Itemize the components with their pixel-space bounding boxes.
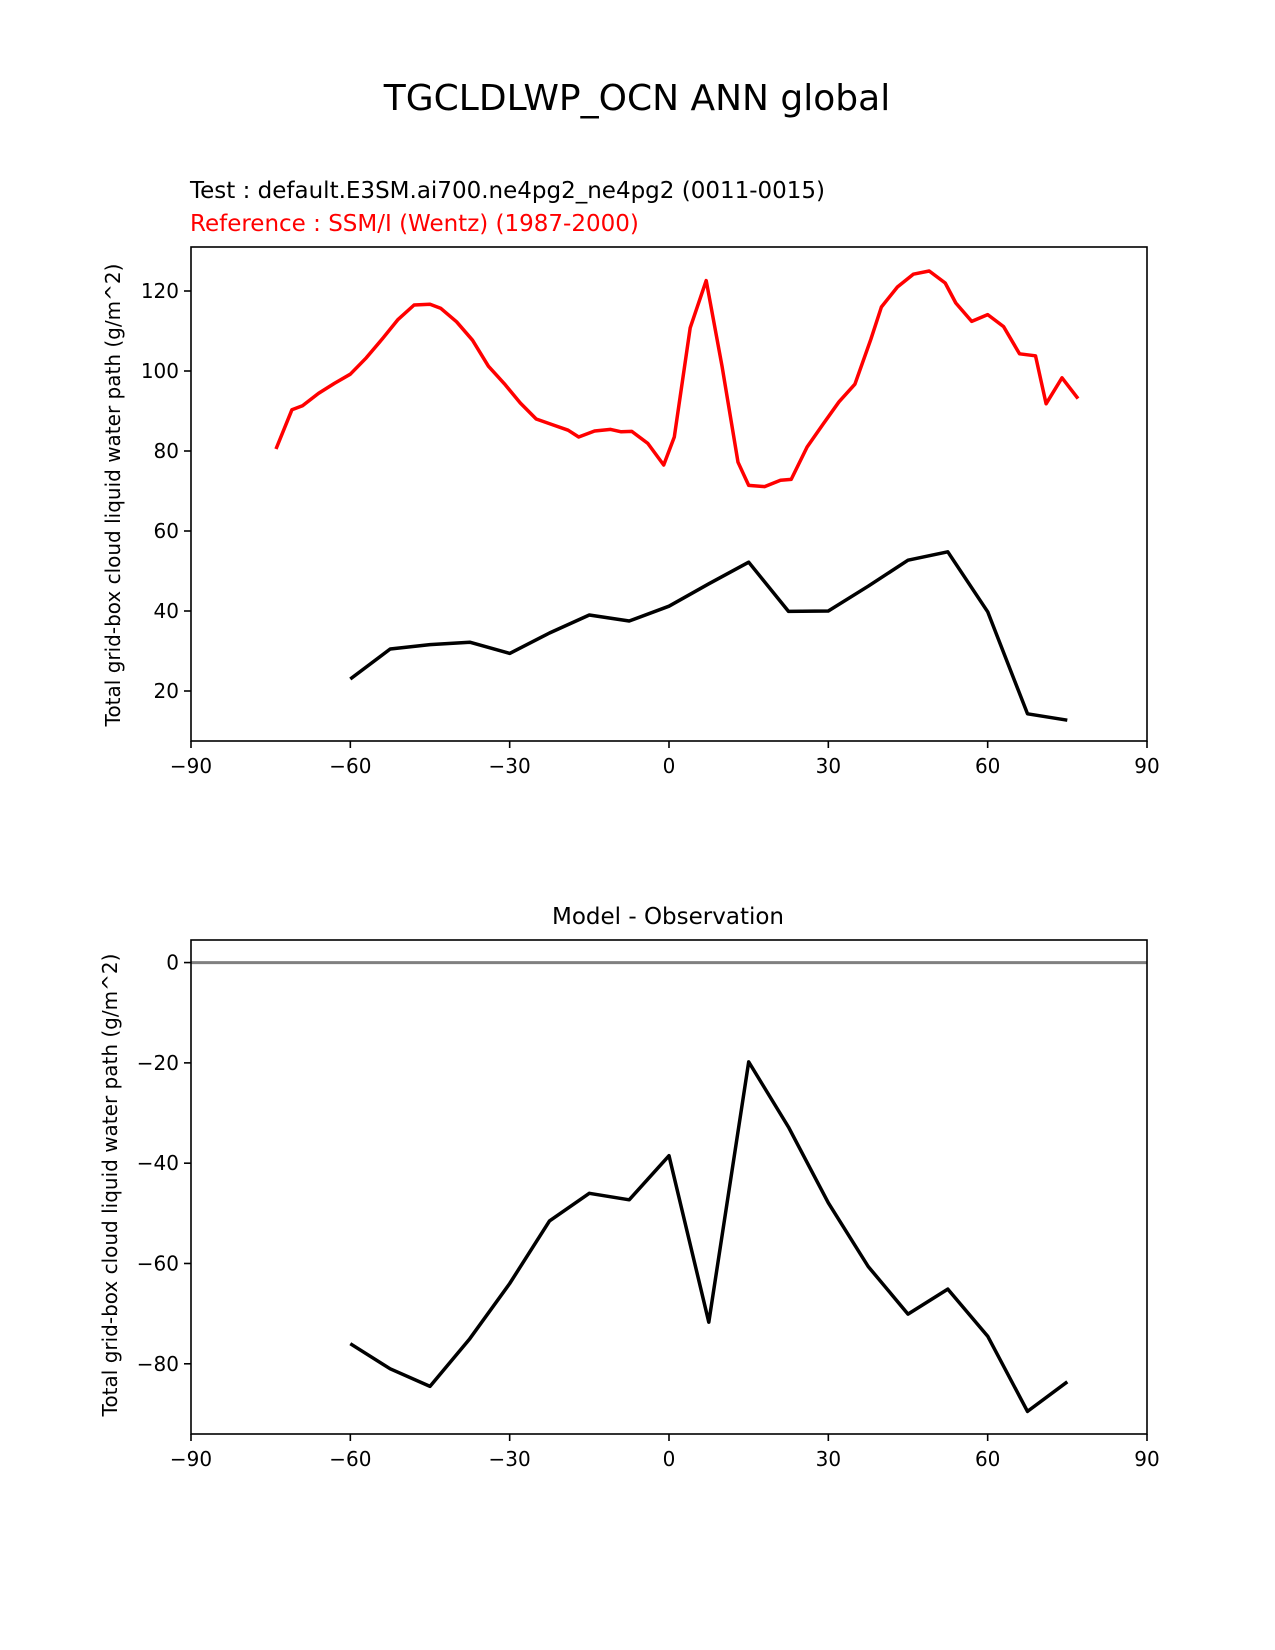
- bottom-xtick-label: 90: [1134, 1447, 1159, 1471]
- bottom-ytick-label: −80: [137, 1352, 179, 1376]
- bottom-xtick-label: −60: [329, 1447, 371, 1471]
- top-series-line-1: [349, 550, 1068, 722]
- bottom-panel: Model - Observation Total grid-box cloud…: [98, 904, 1160, 1471]
- top-panel: Test : default.E3SM.ai700.ne4pg2_ne4pg2 …: [101, 178, 1160, 778]
- top-xtick-label: −90: [170, 754, 212, 778]
- top-xtick-label: 30: [816, 754, 841, 778]
- top-ylabel: Total grid-box cloud liquid water path (…: [101, 264, 125, 728]
- bottom-ytick-label: −60: [137, 1251, 179, 1275]
- top-xtick-label: 90: [1134, 754, 1159, 778]
- bottom-ytick-label: −20: [137, 1051, 179, 1075]
- bottom-xtick-label: −30: [489, 1447, 531, 1471]
- bottom-xtick-label: 60: [975, 1447, 1000, 1471]
- top-test-title: Test : default.E3SM.ai700.ne4pg2_ne4pg2 …: [189, 178, 825, 204]
- top-ytick-label: 40: [154, 599, 179, 623]
- top-ytick-label: 120: [141, 279, 179, 303]
- top-plot-area: −90 −60 −30 0 30 60 90 20 40 60 80 100 120: [141, 246, 1160, 778]
- bottom-ytick-label: −40: [137, 1151, 179, 1175]
- top-xtick-label: −60: [329, 754, 371, 778]
- bottom-xtick-label: 30: [816, 1447, 841, 1471]
- top-ytick-label: 60: [154, 519, 179, 543]
- top-xtick-label: 0: [663, 754, 676, 778]
- bottom-xtick-label: 0: [663, 1447, 676, 1471]
- top-ytick-label: 80: [154, 439, 179, 463]
- bottom-ytick-label: 0: [166, 951, 179, 975]
- top-reference-title: Reference : SSM/I (Wentz) (1987-2000): [190, 211, 639, 237]
- top-ytick-label: 100: [141, 359, 179, 383]
- top-xtick-label: −30: [489, 754, 531, 778]
- top-ytick-label: 20: [154, 679, 179, 703]
- bottom-plot-area: −90 −60 −30 0 30 60 90 0 −20 −40 −60 −80: [137, 939, 1160, 1471]
- bottom-title: Model - Observation: [552, 904, 784, 930]
- figure-suptitle: TGCLDLWP_OCN ANN global: [383, 78, 890, 119]
- top-xtick-label: 60: [975, 754, 1000, 778]
- bottom-xtick-label: −90: [170, 1447, 212, 1471]
- top-series-line-0: [274, 269, 1080, 489]
- bottom-series-line-0: [349, 1060, 1069, 1414]
- bottom-ylabel: Total grid-box cloud liquid water path (…: [98, 954, 122, 1418]
